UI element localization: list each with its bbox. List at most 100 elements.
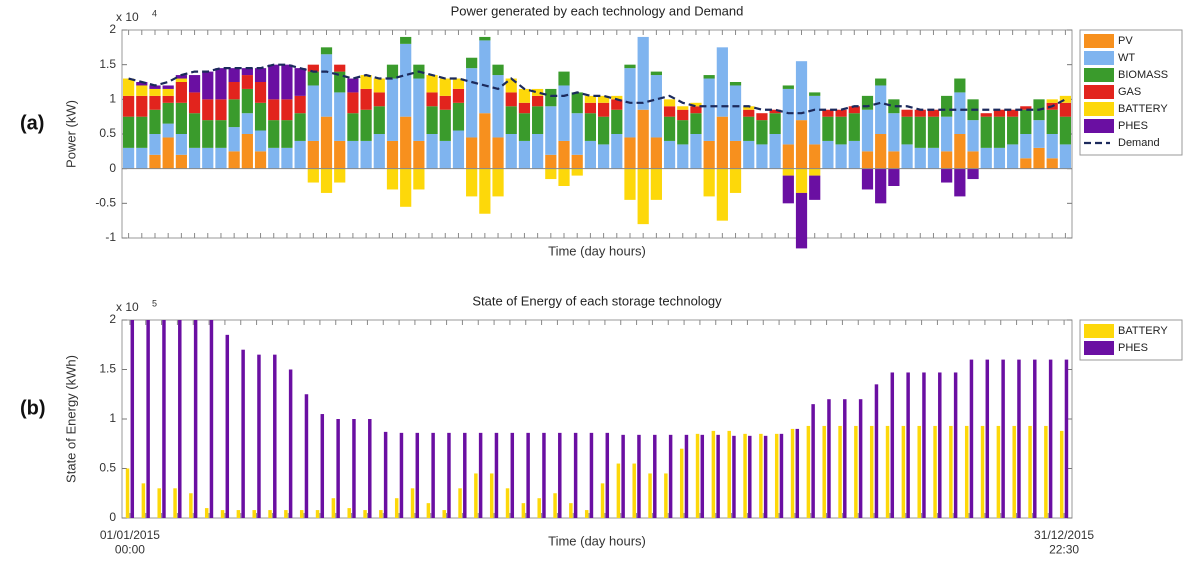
bar bbox=[1012, 425, 1016, 518]
bar-segment bbox=[307, 71, 319, 86]
bar-segment bbox=[545, 106, 557, 155]
bar-segment bbox=[175, 82, 187, 103]
bar bbox=[716, 434, 720, 518]
bar bbox=[822, 425, 826, 518]
bar bbox=[874, 384, 879, 518]
bar bbox=[352, 419, 356, 518]
bar-segment bbox=[597, 102, 610, 117]
bar bbox=[157, 488, 161, 518]
bar bbox=[890, 372, 895, 518]
bar bbox=[489, 473, 494, 518]
bar-segment bbox=[215, 99, 227, 121]
bar bbox=[1048, 359, 1053, 518]
bar-segment bbox=[611, 99, 623, 110]
chart-title: State of Energy of each storage technolo… bbox=[472, 293, 722, 308]
legend-swatch bbox=[1084, 341, 1114, 355]
marks bbox=[125, 320, 1069, 518]
y-tick-label: -0.5 bbox=[95, 196, 116, 210]
bar-segment bbox=[122, 147, 135, 169]
bar-segment bbox=[690, 106, 702, 114]
bar-segment bbox=[136, 147, 148, 169]
bar-segment bbox=[663, 140, 676, 169]
bar-segment bbox=[162, 137, 174, 169]
bar-segment bbox=[202, 71, 214, 100]
bar-segment bbox=[584, 95, 597, 103]
bar bbox=[569, 503, 573, 518]
bar bbox=[790, 428, 795, 518]
bar bbox=[273, 354, 277, 518]
bar-segment bbox=[611, 134, 623, 169]
bar-segment bbox=[175, 102, 187, 134]
bar bbox=[379, 510, 383, 518]
bar-segment bbox=[320, 168, 333, 193]
bar bbox=[399, 432, 404, 518]
bar-segment bbox=[809, 168, 821, 176]
bar bbox=[806, 425, 811, 518]
bar-segment bbox=[122, 116, 135, 148]
bar-segment bbox=[281, 64, 293, 100]
bar-segment bbox=[254, 102, 267, 131]
bar-segment bbox=[875, 85, 887, 134]
bar-segment bbox=[268, 64, 280, 100]
bar-segment bbox=[518, 88, 531, 103]
bar-segment bbox=[690, 102, 702, 107]
bar-segment bbox=[809, 95, 821, 145]
bar-segment bbox=[743, 106, 755, 110]
bar bbox=[505, 488, 510, 518]
bar-segment bbox=[466, 168, 478, 197]
legend-label: PHES bbox=[1118, 342, 1148, 354]
bar-segment bbox=[400, 43, 412, 117]
bar-segment bbox=[360, 140, 372, 169]
bar bbox=[252, 510, 256, 518]
bar bbox=[838, 425, 842, 518]
bar-segment bbox=[149, 85, 161, 89]
bar-segment bbox=[122, 95, 135, 117]
bar bbox=[869, 425, 874, 518]
bar bbox=[268, 510, 272, 518]
bar-segment bbox=[452, 88, 465, 103]
bar-segment bbox=[505, 106, 517, 134]
bar-segment bbox=[320, 116, 333, 169]
x-axis-label: Time (day hours) bbox=[548, 243, 646, 258]
bar-segment bbox=[281, 147, 293, 169]
bar-segment bbox=[466, 68, 478, 138]
bar-segment bbox=[347, 92, 359, 114]
bar-segment bbox=[373, 92, 385, 107]
y-tick-label: 2 bbox=[109, 312, 116, 326]
bar-segment bbox=[571, 154, 583, 169]
bar-segment bbox=[426, 106, 438, 134]
bar bbox=[241, 349, 245, 518]
legend-label: BATTERY bbox=[1118, 325, 1168, 337]
bar-segment bbox=[558, 140, 570, 169]
bar-segment bbox=[690, 113, 702, 134]
bar bbox=[320, 414, 325, 518]
bar-segment bbox=[386, 140, 399, 169]
bar bbox=[394, 498, 399, 518]
bar-segment bbox=[1007, 144, 1019, 169]
bar-segment bbox=[188, 75, 201, 93]
bar-segment bbox=[149, 134, 161, 155]
bar bbox=[257, 354, 261, 518]
bar-segment bbox=[1046, 109, 1058, 134]
bar-segment bbox=[835, 116, 847, 145]
bar-segment bbox=[241, 113, 253, 134]
bar-segment bbox=[545, 168, 557, 180]
legend-swatch bbox=[1084, 68, 1114, 82]
bar-segment bbox=[215, 147, 227, 169]
bar-segment bbox=[941, 95, 953, 117]
bar bbox=[679, 448, 684, 518]
bar-segment bbox=[663, 106, 676, 117]
panel-label: (a) bbox=[20, 112, 44, 134]
bar-segment bbox=[505, 92, 517, 107]
bar-segment bbox=[545, 154, 557, 169]
bar bbox=[885, 425, 890, 518]
bar-segment bbox=[505, 134, 517, 169]
bar-segment bbox=[611, 109, 623, 134]
bar bbox=[347, 508, 351, 518]
bar-segment bbox=[241, 75, 253, 89]
bar-segment bbox=[703, 140, 715, 169]
bar-segment bbox=[1059, 102, 1072, 117]
bar-segment bbox=[571, 113, 583, 155]
bar-segment bbox=[400, 116, 412, 169]
bar bbox=[478, 432, 483, 518]
